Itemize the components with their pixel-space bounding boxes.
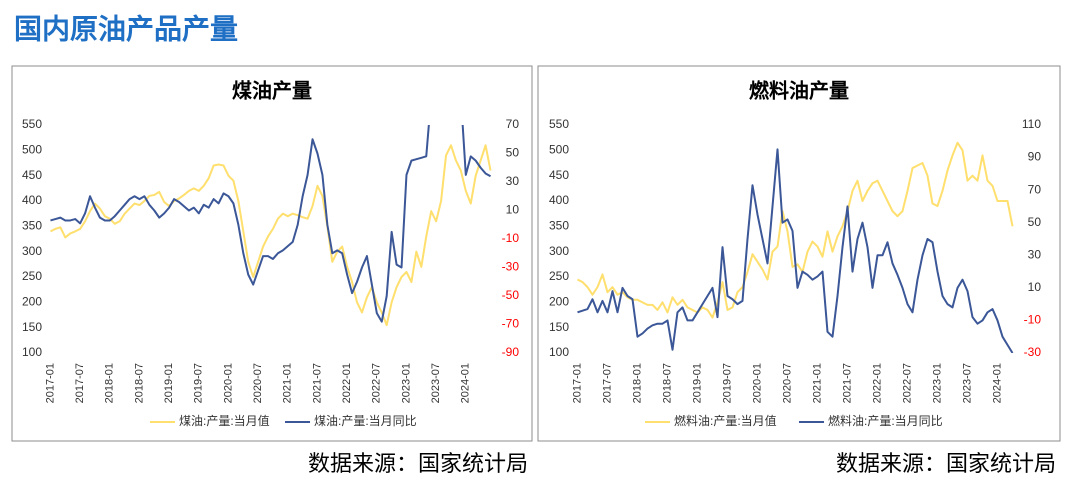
legend-label: 燃料油:产量:当月同比: [828, 413, 943, 428]
y-tick-label: 550: [22, 117, 42, 131]
x-tick-label: 2017-07: [74, 363, 86, 403]
x-tick-label: 2019-01: [691, 363, 703, 403]
y-tick-label: 200: [549, 295, 569, 309]
y-tick-label: 250: [549, 269, 569, 283]
y-tick-label: 500: [22, 143, 42, 157]
y-tick-label: 100: [22, 345, 42, 359]
chart-frame: [11, 65, 533, 442]
chart-frame: [537, 65, 1061, 442]
x-tick-label: 2018-07: [661, 363, 673, 403]
x-tick-label: 2023-01: [400, 363, 412, 403]
y-tick-label: 400: [22, 193, 42, 207]
legend-label: 煤油:产量:当月同比: [314, 414, 417, 428]
y-tick-label: 450: [549, 168, 569, 182]
y2-tick-label: 90: [1028, 150, 1042, 164]
x-tick-label: 2024-01: [460, 363, 472, 403]
y2-tick-label: 30: [506, 174, 520, 188]
x-tick-label: 2020-07: [252, 363, 264, 403]
y2-tick-label: 10: [1028, 280, 1042, 294]
x-tick-label: 2017-01: [44, 363, 56, 403]
x-tick-label: 2019-07: [721, 363, 733, 403]
y-tick-label: 300: [549, 244, 569, 258]
x-tick-label: 2019-01: [163, 363, 175, 403]
series-line: [50, 144, 492, 327]
x-tick-label: 2022-07: [901, 363, 913, 403]
x-tick-label: 2023-07: [430, 363, 442, 403]
x-tick-label: 2018-01: [104, 363, 116, 403]
y2-tick-label: -90: [502, 345, 520, 359]
y-tick-label: 300: [22, 244, 42, 258]
legend-label: 煤油:产量:当月值: [179, 413, 270, 428]
y2-tick-label: -50: [502, 288, 520, 302]
y-tick-label: 200: [22, 295, 42, 309]
y-tick-label: 400: [549, 193, 569, 207]
x-tick-label: 2021-01: [282, 363, 294, 403]
x-tick-label: 2018-07: [133, 363, 145, 403]
x-tick-label: 2018-01: [631, 363, 643, 403]
y-tick-label: 150: [22, 320, 42, 334]
x-tick-label: 2021-01: [811, 363, 823, 403]
y2-tick-label: 30: [1028, 247, 1042, 261]
x-tick-label: 2019-07: [193, 363, 205, 403]
x-tick-label: 2017-01: [571, 363, 583, 403]
y2-tick-label: 10: [506, 203, 520, 217]
legend-label: 燃料油:产量:当月值: [674, 413, 777, 428]
x-tick-label: 2022-01: [871, 363, 883, 403]
y2-tick-label: 50: [1028, 215, 1042, 229]
y-tick-label: 100: [549, 345, 569, 359]
x-tick-label: 2024-01: [991, 363, 1003, 403]
series-line: [577, 141, 1014, 319]
y2-tick-label: 70: [506, 117, 520, 131]
y2-tick-label: 110: [1022, 117, 1041, 131]
y-tick-label: 250: [22, 269, 42, 283]
source-note: 数据来源：国家统计局: [836, 451, 1056, 476]
x-tick-label: 2022-01: [341, 363, 353, 403]
y2-tick-label: -70: [502, 317, 520, 331]
y-tick-label: 450: [22, 168, 42, 182]
y-tick-label: 500: [549, 143, 569, 157]
series-line: [577, 148, 1014, 353]
y2-tick-label: 70: [1028, 182, 1042, 196]
chart-title: 燃料油产量: [749, 78, 849, 102]
x-tick-label: 2020-01: [751, 363, 763, 403]
y2-tick-label: -30: [1024, 345, 1042, 359]
y2-tick-label: -30: [502, 260, 520, 274]
y-tick-label: 550: [549, 117, 569, 131]
y2-tick-label: -10: [502, 231, 520, 245]
y2-tick-label: 50: [506, 146, 520, 160]
page-title: 国内原油产品产量: [14, 13, 238, 44]
x-tick-label: 2022-07: [371, 363, 383, 403]
series-line: [50, 125, 492, 323]
y-tick-label: 350: [549, 219, 569, 233]
y-tick-label: 150: [549, 320, 569, 334]
y-tick-label: 350: [22, 219, 42, 233]
y2-tick-label: -10: [1024, 313, 1042, 327]
source-note: 数据来源：国家统计局: [308, 451, 528, 476]
x-tick-label: 2023-01: [931, 363, 943, 403]
x-tick-label: 2017-07: [601, 363, 613, 403]
x-tick-label: 2021-07: [841, 363, 853, 403]
x-tick-label: 2020-07: [781, 363, 793, 403]
x-tick-label: 2021-07: [311, 363, 323, 403]
chart-title: 煤油产量: [232, 78, 312, 102]
x-tick-label: 2023-07: [961, 363, 973, 403]
x-tick-label: 2020-01: [222, 363, 234, 403]
